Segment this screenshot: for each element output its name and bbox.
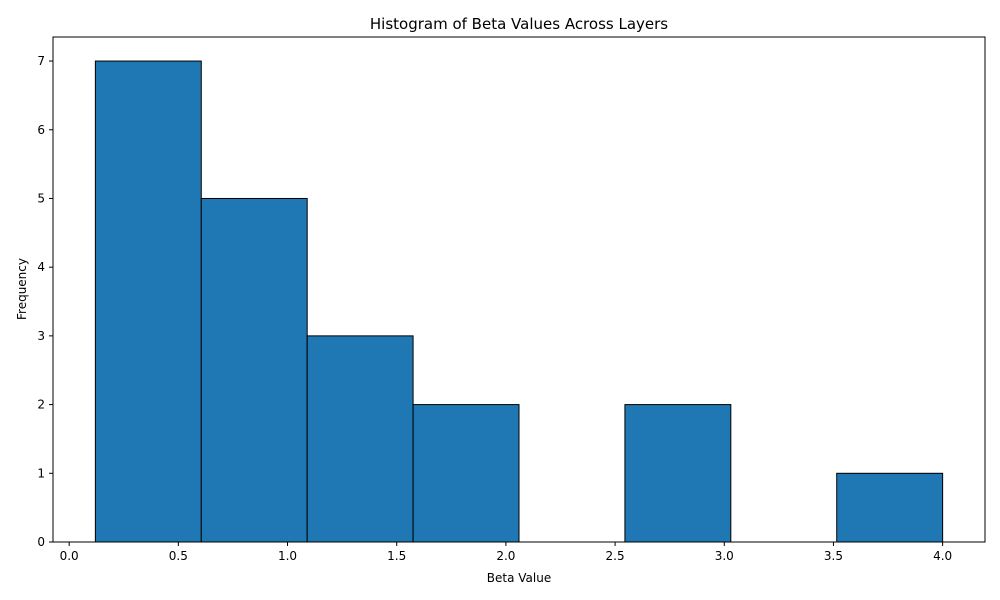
y-tick-label: 3	[37, 329, 45, 343]
x-tick-label: 1.5	[387, 549, 406, 563]
x-axis: 0.0 0.5 1.0 1.5 2.0 2.5 3.0 3.5 4.0	[60, 542, 952, 563]
histogram-bar-5	[624, 404, 732, 543]
x-tick-label: 0.5	[169, 549, 188, 563]
y-tick-label: 5	[37, 191, 45, 205]
y-tick-label: 1	[37, 466, 45, 480]
bars-group	[94, 60, 944, 543]
x-tick-label: 4.0	[933, 549, 952, 563]
y-tick-label: 4	[37, 260, 45, 274]
chart-title: Histogram of Beta Values Across Layers	[370, 15, 668, 33]
y-axis-label: Frequency	[15, 258, 29, 320]
x-tick-label: 1.0	[278, 549, 297, 563]
y-axis: 0 1 2 3 4 5 6 7	[37, 54, 53, 549]
x-tick-label: 0.0	[60, 549, 79, 563]
x-axis-label: Beta Value	[487, 571, 551, 585]
y-tick-label: 0	[37, 535, 45, 549]
plot-frame	[52, 36, 986, 543]
y-tick-label: 6	[37, 123, 45, 137]
x-tick-label: 2.0	[496, 549, 515, 563]
histogram-bar-2	[306, 335, 414, 543]
histogram-bar-0	[94, 60, 202, 543]
y-tick-label: 2	[37, 398, 45, 412]
histogram-bar-7	[836, 472, 944, 543]
histogram-bar-3	[412, 404, 520, 543]
x-tick-label: 3.5	[824, 549, 843, 563]
x-tick-label: 2.5	[606, 549, 625, 563]
histogram-bar-1	[200, 197, 308, 543]
y-tick-label: 7	[37, 54, 45, 68]
x-tick-label: 3.0	[715, 549, 734, 563]
